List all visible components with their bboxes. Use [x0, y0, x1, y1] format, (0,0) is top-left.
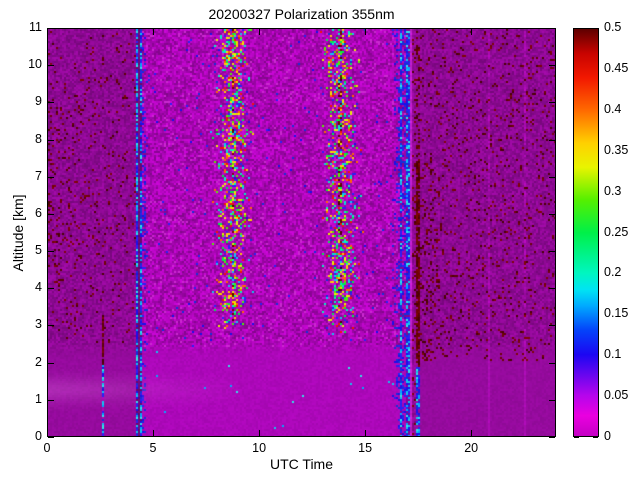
y-tick-label: 3: [35, 317, 42, 332]
colorbar-tick-label: 0.5: [604, 20, 622, 34]
y-axis-label: Altitude [km]: [10, 194, 26, 272]
plot-title: 20200327 Polarization 355nm: [208, 6, 395, 22]
plot-box: [47, 28, 556, 437]
y-tick-label: 2: [35, 354, 42, 369]
y-tick-label: 1: [35, 391, 42, 406]
x-tick-label: 20: [464, 441, 479, 455]
colorbar-tick-label: 0.3: [604, 183, 622, 198]
colorbar-tick-mark: [574, 437, 579, 438]
colorbar-tick-label: 0.45: [604, 60, 629, 75]
y-tick-label: 8: [35, 131, 42, 146]
y-tick-label: 10: [28, 57, 42, 72]
x-tick-label: 10: [252, 441, 267, 455]
colorbar-tick-label: 0: [604, 429, 611, 443]
colorbar-tick-label: 0.2: [604, 265, 622, 280]
heatmap-image: [48, 29, 555, 436]
colorbar-tick-label: 0.15: [604, 306, 629, 321]
colorbar-tick-label: 0.25: [604, 224, 629, 239]
y-tick-label: 9: [35, 94, 42, 109]
colorbar-tick-label: 0.4: [604, 101, 622, 116]
x-tick-label: 0: [43, 441, 51, 455]
colorbar-tick-label: 0.35: [604, 142, 629, 157]
colorbar-tick-label: 0.1: [604, 347, 622, 362]
x-axis-label: UTC Time: [270, 456, 333, 472]
colorbar: [573, 28, 599, 437]
x-tick-label: 15: [358, 441, 373, 455]
y-tick-label: 11: [29, 20, 42, 34]
y-tick-mark-right: [549, 437, 555, 438]
colorbar-tick-mark-right: [593, 437, 598, 438]
y-tick-mark: [48, 437, 54, 438]
x-tick-label: 5: [149, 441, 157, 455]
colorbar-tick-label: 0.05: [604, 388, 629, 403]
y-tick-label: 0: [35, 429, 42, 443]
